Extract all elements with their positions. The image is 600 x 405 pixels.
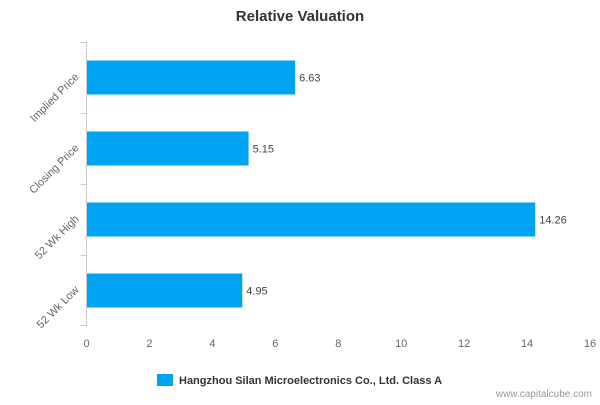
category-label: 52 Wk High	[33, 213, 82, 262]
x-tick-label: 0	[83, 338, 89, 350]
category-label: Implied Price	[28, 71, 81, 124]
x-tick-label: 2	[146, 338, 152, 350]
x-tick-label: 16	[584, 338, 596, 350]
chart-title: Relative Valuation	[236, 8, 364, 25]
watermark: www.capitalcube.com	[495, 389, 592, 400]
value-label: 6.63	[299, 73, 320, 85]
x-tick-label: 6	[272, 338, 278, 350]
bars-layer	[87, 60, 536, 308]
legend-swatch	[157, 374, 173, 386]
bar-closing-price[interactable]	[87, 131, 249, 166]
category-labels-layer: Implied Price Closing Price 52 Wk High 52 W…	[27, 42, 87, 331]
value-label: 5.15	[253, 144, 274, 156]
x-tick-label: 12	[458, 338, 470, 350]
value-label: 14.26	[539, 215, 567, 227]
x-ticks-layer: 0 2 4 6 8 10 12 14 16	[83, 338, 596, 350]
bar-52-wk-low[interactable]	[87, 273, 243, 308]
value-labels-layer: 6.63 5.15 14.26 4.95	[246, 73, 567, 298]
category-label: Closing Price	[27, 142, 81, 196]
x-tick-label: 10	[395, 338, 407, 350]
x-tick-label: 14	[521, 338, 533, 350]
bar-52-wk-high[interactable]	[87, 202, 536, 237]
x-tick-label: 4	[209, 338, 215, 350]
value-label: 4.95	[246, 286, 267, 298]
legend-label: Hangzhou Silan Microelectronics Co., Ltd…	[179, 375, 442, 387]
legend[interactable]: Hangzhou Silan Microelectronics Co., Ltd…	[157, 374, 442, 387]
bar-implied-price[interactable]	[87, 60, 296, 95]
category-label: 52 Wk Low	[35, 284, 82, 331]
x-tick-label: 8	[335, 338, 341, 350]
